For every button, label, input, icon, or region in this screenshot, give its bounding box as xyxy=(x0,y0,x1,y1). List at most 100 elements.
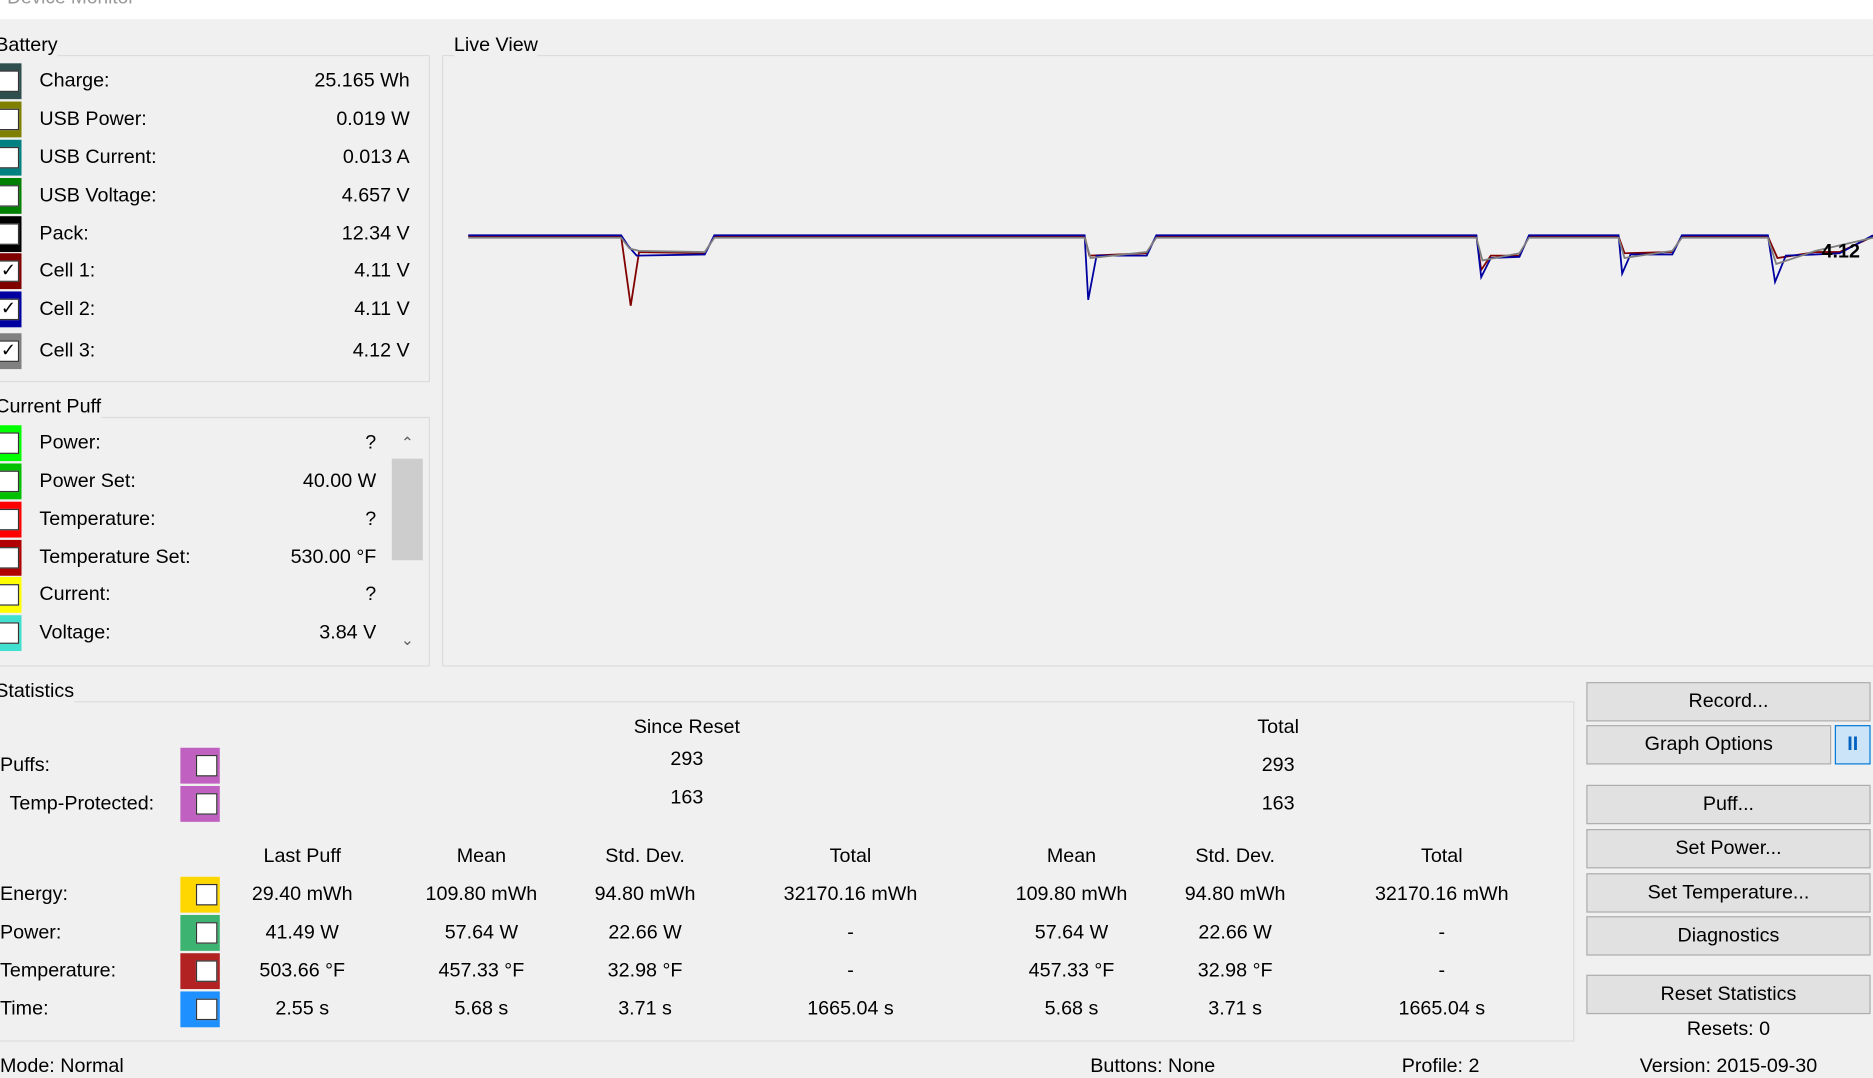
checkbox-box[interactable]: ✓ xyxy=(0,260,20,282)
cell: 2.55 s xyxy=(275,998,330,1020)
cell: - xyxy=(847,921,854,944)
statistics-group xyxy=(0,701,1575,1042)
cell: 22.66 W xyxy=(608,921,682,944)
checkbox[interactable] xyxy=(180,747,220,784)
column-header: Mean xyxy=(1046,845,1097,867)
live-view-group xyxy=(441,54,1873,667)
cell: - xyxy=(1438,921,1446,944)
scroll-thumb[interactable] xyxy=(391,458,423,561)
button[interactable]: Graph Options xyxy=(1586,725,1832,765)
row-value: ? xyxy=(365,583,377,606)
button[interactable]: Reset Statistics xyxy=(1586,974,1871,1015)
button[interactable]: Diagnostics xyxy=(1586,916,1871,956)
checkbox[interactable] xyxy=(0,139,22,176)
checkbox[interactable] xyxy=(0,576,22,613)
column-header: Std. Dev. xyxy=(605,845,685,867)
checkbox[interactable]: ✓ xyxy=(0,253,22,290)
cell: 457.33 °F xyxy=(438,959,525,982)
cell: 1665.04 s xyxy=(1398,998,1486,1020)
checkbox-box[interactable] xyxy=(0,185,20,207)
row-label: Current: xyxy=(39,583,111,606)
scroll-down[interactable]: ⌄ xyxy=(400,630,414,649)
cell: 94.80 mWh xyxy=(1184,883,1286,905)
count-value: 293 xyxy=(1261,754,1295,776)
checkbox-box[interactable]: ✓ xyxy=(0,298,20,321)
battery-group xyxy=(0,54,431,383)
checkbox[interactable] xyxy=(0,101,22,138)
row-label: USB Voltage: xyxy=(39,184,157,207)
row-value: 530.00 °F xyxy=(290,546,377,568)
checkbox-box[interactable] xyxy=(195,960,218,982)
resets-label: Resets: 0 xyxy=(1686,1018,1771,1040)
checkbox-box[interactable] xyxy=(195,998,218,1021)
checkbox-box[interactable] xyxy=(0,432,20,454)
row-label: Cell 1: xyxy=(39,259,96,282)
checkbox[interactable] xyxy=(0,463,22,500)
checkbox[interactable]: ✓ xyxy=(0,291,22,328)
button[interactable]: Record... xyxy=(1586,682,1871,722)
cell: 503.66 °F xyxy=(259,959,346,982)
row-label: Charge: xyxy=(39,69,110,92)
checkbox[interactable] xyxy=(0,539,22,576)
scroll-up[interactable]: ⌃ xyxy=(400,433,414,452)
title-bar xyxy=(0,0,1873,20)
button[interactable]: Set Temperature... xyxy=(1586,873,1871,913)
status-mode: Mode: Normal xyxy=(0,1055,124,1077)
checkbox[interactable] xyxy=(0,177,22,214)
cell: 109.80 mWh xyxy=(425,883,538,905)
group-label: Current Puff xyxy=(0,395,102,419)
button[interactable]: Set Power... xyxy=(1586,828,1871,869)
checkbox[interactable] xyxy=(180,876,220,913)
checkbox[interactable] xyxy=(0,425,22,462)
checkbox[interactable] xyxy=(180,953,220,990)
graph-value-label: 4.12 xyxy=(1821,240,1860,263)
checkbox[interactable] xyxy=(180,915,220,951)
window-title: Device Monitor xyxy=(7,0,134,10)
checkbox-box[interactable] xyxy=(0,508,20,531)
status-version: Version: 2015-09-30 xyxy=(1639,1055,1818,1077)
cell: 32170.16 mWh xyxy=(1374,883,1509,905)
checkbox-box[interactable] xyxy=(195,793,218,815)
button[interactable]: Puff... xyxy=(1586,784,1871,825)
row-label: Time: xyxy=(0,998,49,1020)
checkbox-box[interactable] xyxy=(0,547,20,569)
row-value: 4.11 V xyxy=(354,298,410,320)
checkbox-box[interactable] xyxy=(0,584,20,606)
row-value: 3.84 V xyxy=(319,621,377,644)
column-header: Total xyxy=(1257,716,1299,738)
cell: 457.33 °F xyxy=(1028,959,1115,982)
checkbox[interactable]: ✓ xyxy=(0,333,22,370)
checkbox-box[interactable] xyxy=(0,622,20,644)
column-header: Total xyxy=(829,845,872,867)
row-label: Energy: xyxy=(0,883,68,905)
checkbox-box[interactable] xyxy=(195,883,218,906)
checkbox[interactable] xyxy=(0,216,22,253)
checkbox-box[interactable] xyxy=(0,146,20,169)
row-label: Pack: xyxy=(39,222,89,245)
checkbox-box[interactable] xyxy=(0,223,20,245)
count-value: 163 xyxy=(670,786,704,809)
row-label: Power: xyxy=(0,921,62,944)
scrollbar[interactable] xyxy=(391,427,423,661)
checkbox-box[interactable] xyxy=(0,108,20,131)
row-label: Temperature: xyxy=(0,959,117,982)
row-label: Temperature: xyxy=(39,508,156,530)
cell: 57.64 W xyxy=(444,921,519,944)
checkbox[interactable] xyxy=(0,501,22,538)
checkbox-box[interactable] xyxy=(0,70,20,92)
group-label: Battery xyxy=(0,34,58,57)
checkbox[interactable] xyxy=(180,785,220,822)
cell1-trace xyxy=(468,235,1873,306)
pause-button[interactable]: II xyxy=(1834,725,1871,765)
row-label: USB Power: xyxy=(39,108,147,130)
current-puff-group xyxy=(0,416,431,667)
column-header: Since Reset xyxy=(633,716,740,738)
checkbox-box[interactable] xyxy=(195,922,218,944)
checkbox[interactable] xyxy=(180,991,220,1028)
checkbox[interactable] xyxy=(0,63,22,100)
count-value: 293 xyxy=(670,748,704,770)
checkbox-box[interactable] xyxy=(195,754,218,777)
checkbox-box[interactable] xyxy=(0,470,20,493)
checkbox[interactable] xyxy=(0,615,22,652)
checkbox-box[interactable]: ✓ xyxy=(0,340,20,362)
